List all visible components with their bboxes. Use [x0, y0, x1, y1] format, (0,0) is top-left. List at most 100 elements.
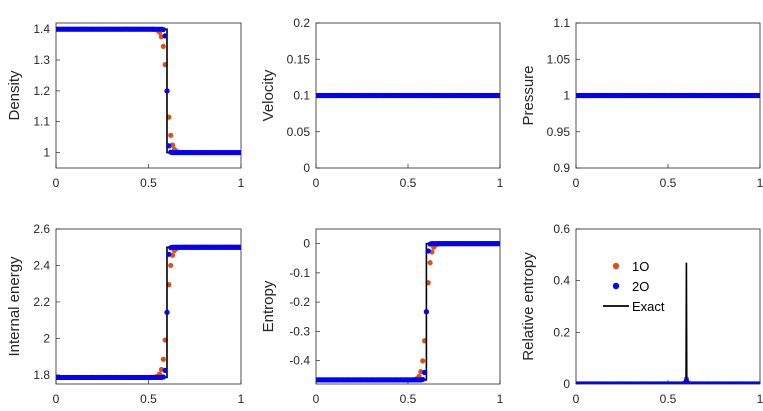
series-exact: [56, 28, 241, 154]
x-tick-label: 1: [497, 392, 504, 406]
subplot-3: 0 0.5 1 0.9 0.95 1 1.05 1.1 Pressure: [520, 16, 763, 190]
x-tick-label: 0.5: [400, 176, 417, 190]
point-2O: [164, 88, 170, 94]
y-axis-label: Relative entropy: [520, 252, 537, 361]
plot-area: [316, 241, 500, 383]
axes-box: [315, 22, 501, 169]
subplot-1: 0 0.5 1 1 1.1 1.2 1.3 1.4 Density: [6, 22, 245, 190]
y-tick-label: 1: [43, 146, 50, 160]
point-2O: [166, 143, 172, 149]
series-2O: [576, 92, 760, 99]
series-1O: [56, 244, 241, 381]
point-1O: [160, 43, 166, 50]
point-2O: [421, 369, 428, 376]
series-2O: [56, 244, 241, 381]
y-axis-label: Velocity: [260, 69, 277, 121]
x-tick-label: 1: [497, 176, 504, 190]
y-tick-label: 0.4: [553, 274, 570, 288]
y-tick-label: -0.2: [289, 295, 310, 309]
point-2O: [757, 381, 760, 384]
point-2O: [162, 33, 168, 39]
point-1O: [168, 132, 174, 138]
y-tick-label: 0: [303, 237, 310, 251]
point-2O: [497, 241, 500, 247]
y-tick-label: 0.05: [287, 125, 311, 139]
y-tick-label: 2: [43, 331, 50, 345]
x-tick-label: 1: [757, 176, 763, 190]
plot-area: [56, 244, 241, 381]
plot-area: [576, 92, 760, 99]
x-tick-label: 0: [313, 392, 320, 406]
y-tick-label: 2.4: [33, 258, 50, 272]
series-2O: [576, 378, 760, 384]
subplot-6: 0 0.5 1 0 0.2 0.4 0.6 Relative entropy 1O 2O Exact: [520, 222, 763, 406]
legend: 1O 2O Exact: [603, 259, 665, 314]
y-axis-label: Density: [6, 70, 23, 121]
series-exact: [316, 242, 500, 381]
x-tick-label: 0: [53, 176, 60, 190]
x-tick-label: 1: [238, 392, 245, 406]
y-tick-label: 0: [563, 377, 570, 391]
y-tick-label: 2.2: [33, 295, 50, 309]
point-1O: [168, 262, 174, 269]
point-1O: [160, 356, 166, 362]
y-tick-label: 0.15: [287, 52, 311, 66]
legend-marker-1O: [612, 262, 620, 270]
y-tick-label: 0.9: [553, 161, 570, 175]
subplot-5: 0 0.5 1 -0.4 -0.3 -0.2 -0.1 0 Entropy: [260, 228, 504, 406]
x-tick-label: 1: [238, 176, 245, 190]
y-tick-label: 1.2: [33, 84, 50, 98]
x-tick-label: 0: [53, 392, 60, 406]
x-tick-label: 0.5: [660, 392, 677, 406]
y-axis-label: Entropy: [260, 280, 277, 332]
series-1O: [56, 26, 241, 156]
y-tick-label: 1.1: [33, 115, 50, 129]
y-tick-label: 1.05: [547, 52, 571, 66]
point-2O: [166, 251, 172, 257]
x-tick-label: 0.5: [140, 392, 157, 406]
y-tick-label: 0.6: [553, 222, 570, 236]
point-2O: [757, 92, 760, 99]
point-2O: [423, 309, 429, 315]
y-tick-label: -0.4: [289, 354, 310, 368]
x-tick-label: 0.5: [140, 176, 157, 190]
axes-box: [315, 228, 501, 385]
series-2O: [316, 241, 500, 383]
point-2O: [164, 309, 170, 315]
point-2O: [160, 374, 166, 380]
point-2O: [497, 92, 500, 99]
plot-area: [316, 92, 500, 99]
y-tick-label: 1.3: [33, 53, 50, 67]
legend-label: Exact: [632, 299, 665, 314]
y-tick-label: -0.3: [289, 324, 310, 338]
y-tick-label: 0.1: [293, 89, 310, 103]
y-tick-label: 0: [303, 161, 310, 175]
y-axis-label: Pressure: [520, 65, 537, 125]
legend-label: 1O: [632, 259, 649, 274]
x-tick-label: 0: [573, 176, 580, 190]
x-tick-label: 0: [573, 392, 580, 406]
x-tick-label: 0.5: [660, 176, 677, 190]
series-1O: [316, 241, 500, 383]
point-2O: [160, 26, 166, 33]
y-tick-label: -0.1: [289, 266, 310, 280]
y-axis-label: Internal energy: [6, 256, 23, 357]
y-tick-label: 0.2: [553, 325, 570, 339]
y-tick-label: 0.95: [547, 125, 571, 139]
plot-area: [576, 262, 760, 384]
point-1O: [420, 358, 426, 364]
x-tick-label: 1: [757, 392, 763, 406]
y-tick-label: 0.2: [293, 16, 310, 30]
y-tick-label: 1.4: [33, 22, 50, 36]
series-exact: [576, 262, 760, 384]
subplot-4: 0 0.5 1 1.8 2 2.2 2.4 2.6 Internal energy: [6, 222, 245, 406]
subplot-2: 0 0.5 1 0 0.05 0.1 0.15 0.2 Velocity: [260, 16, 504, 190]
point-1O: [427, 260, 433, 266]
axes-box: [575, 22, 761, 169]
y-tick-label: 1.1: [553, 16, 570, 30]
series-2O: [56, 26, 241, 156]
point-2O: [162, 367, 168, 373]
y-tick-label: 1: [563, 89, 570, 103]
x-tick-label: 0: [313, 176, 320, 190]
